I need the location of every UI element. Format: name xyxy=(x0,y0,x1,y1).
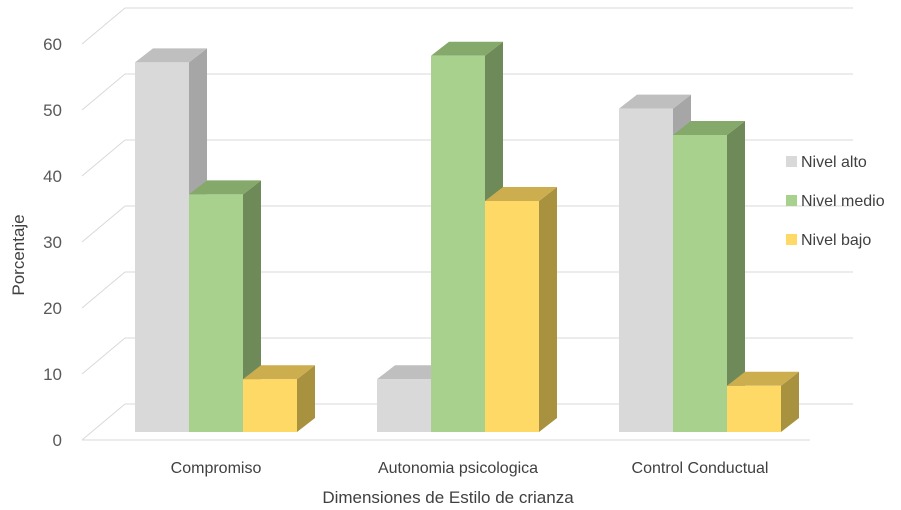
gridline-slant xyxy=(81,7,126,45)
x-category-label: Compromiso xyxy=(171,460,262,477)
y-tick-label: 60 xyxy=(43,35,62,54)
legend-swatch xyxy=(786,234,797,245)
y-tick-label: 50 xyxy=(43,101,62,120)
y-tick-label: 10 xyxy=(43,365,62,384)
legend-label: Nivel medio xyxy=(801,193,885,210)
gridline-slant xyxy=(81,73,126,111)
legend-swatch xyxy=(786,195,797,206)
x-axis-title: Dimensiones de Estilo de crianza xyxy=(322,488,574,507)
gridline-slant xyxy=(81,139,126,177)
x-axis-categories: Compromiso Autonomia psicologica Control C… xyxy=(171,460,769,477)
legend-label: Nivel bajo xyxy=(801,232,871,249)
gridline-slant xyxy=(81,403,126,441)
x-category-label: Autonomia psicologica xyxy=(378,460,538,477)
y-tick-label: 30 xyxy=(43,233,62,252)
bar xyxy=(485,187,557,432)
gridline-slant xyxy=(81,205,126,243)
bar xyxy=(727,371,799,432)
bar xyxy=(243,365,315,432)
legend-swatch xyxy=(786,156,797,167)
gridline-slant xyxy=(81,271,126,309)
legend-label: Nivel alto xyxy=(801,154,867,171)
x-category-label: Control Conductual xyxy=(632,460,769,477)
gridline-slant xyxy=(81,337,126,375)
y-axis-title: Porcentaje xyxy=(9,214,28,295)
legend: Nivel alto Nivel medio Nivel bajo xyxy=(786,154,885,249)
y-axis-ticks: 0 10 20 30 40 50 60 xyxy=(43,35,62,450)
y-tick-label: 40 xyxy=(43,167,62,186)
bar xyxy=(673,121,745,432)
y-tick-label: 0 xyxy=(53,431,62,450)
bars xyxy=(135,41,799,433)
y-tick-label: 20 xyxy=(43,299,62,318)
